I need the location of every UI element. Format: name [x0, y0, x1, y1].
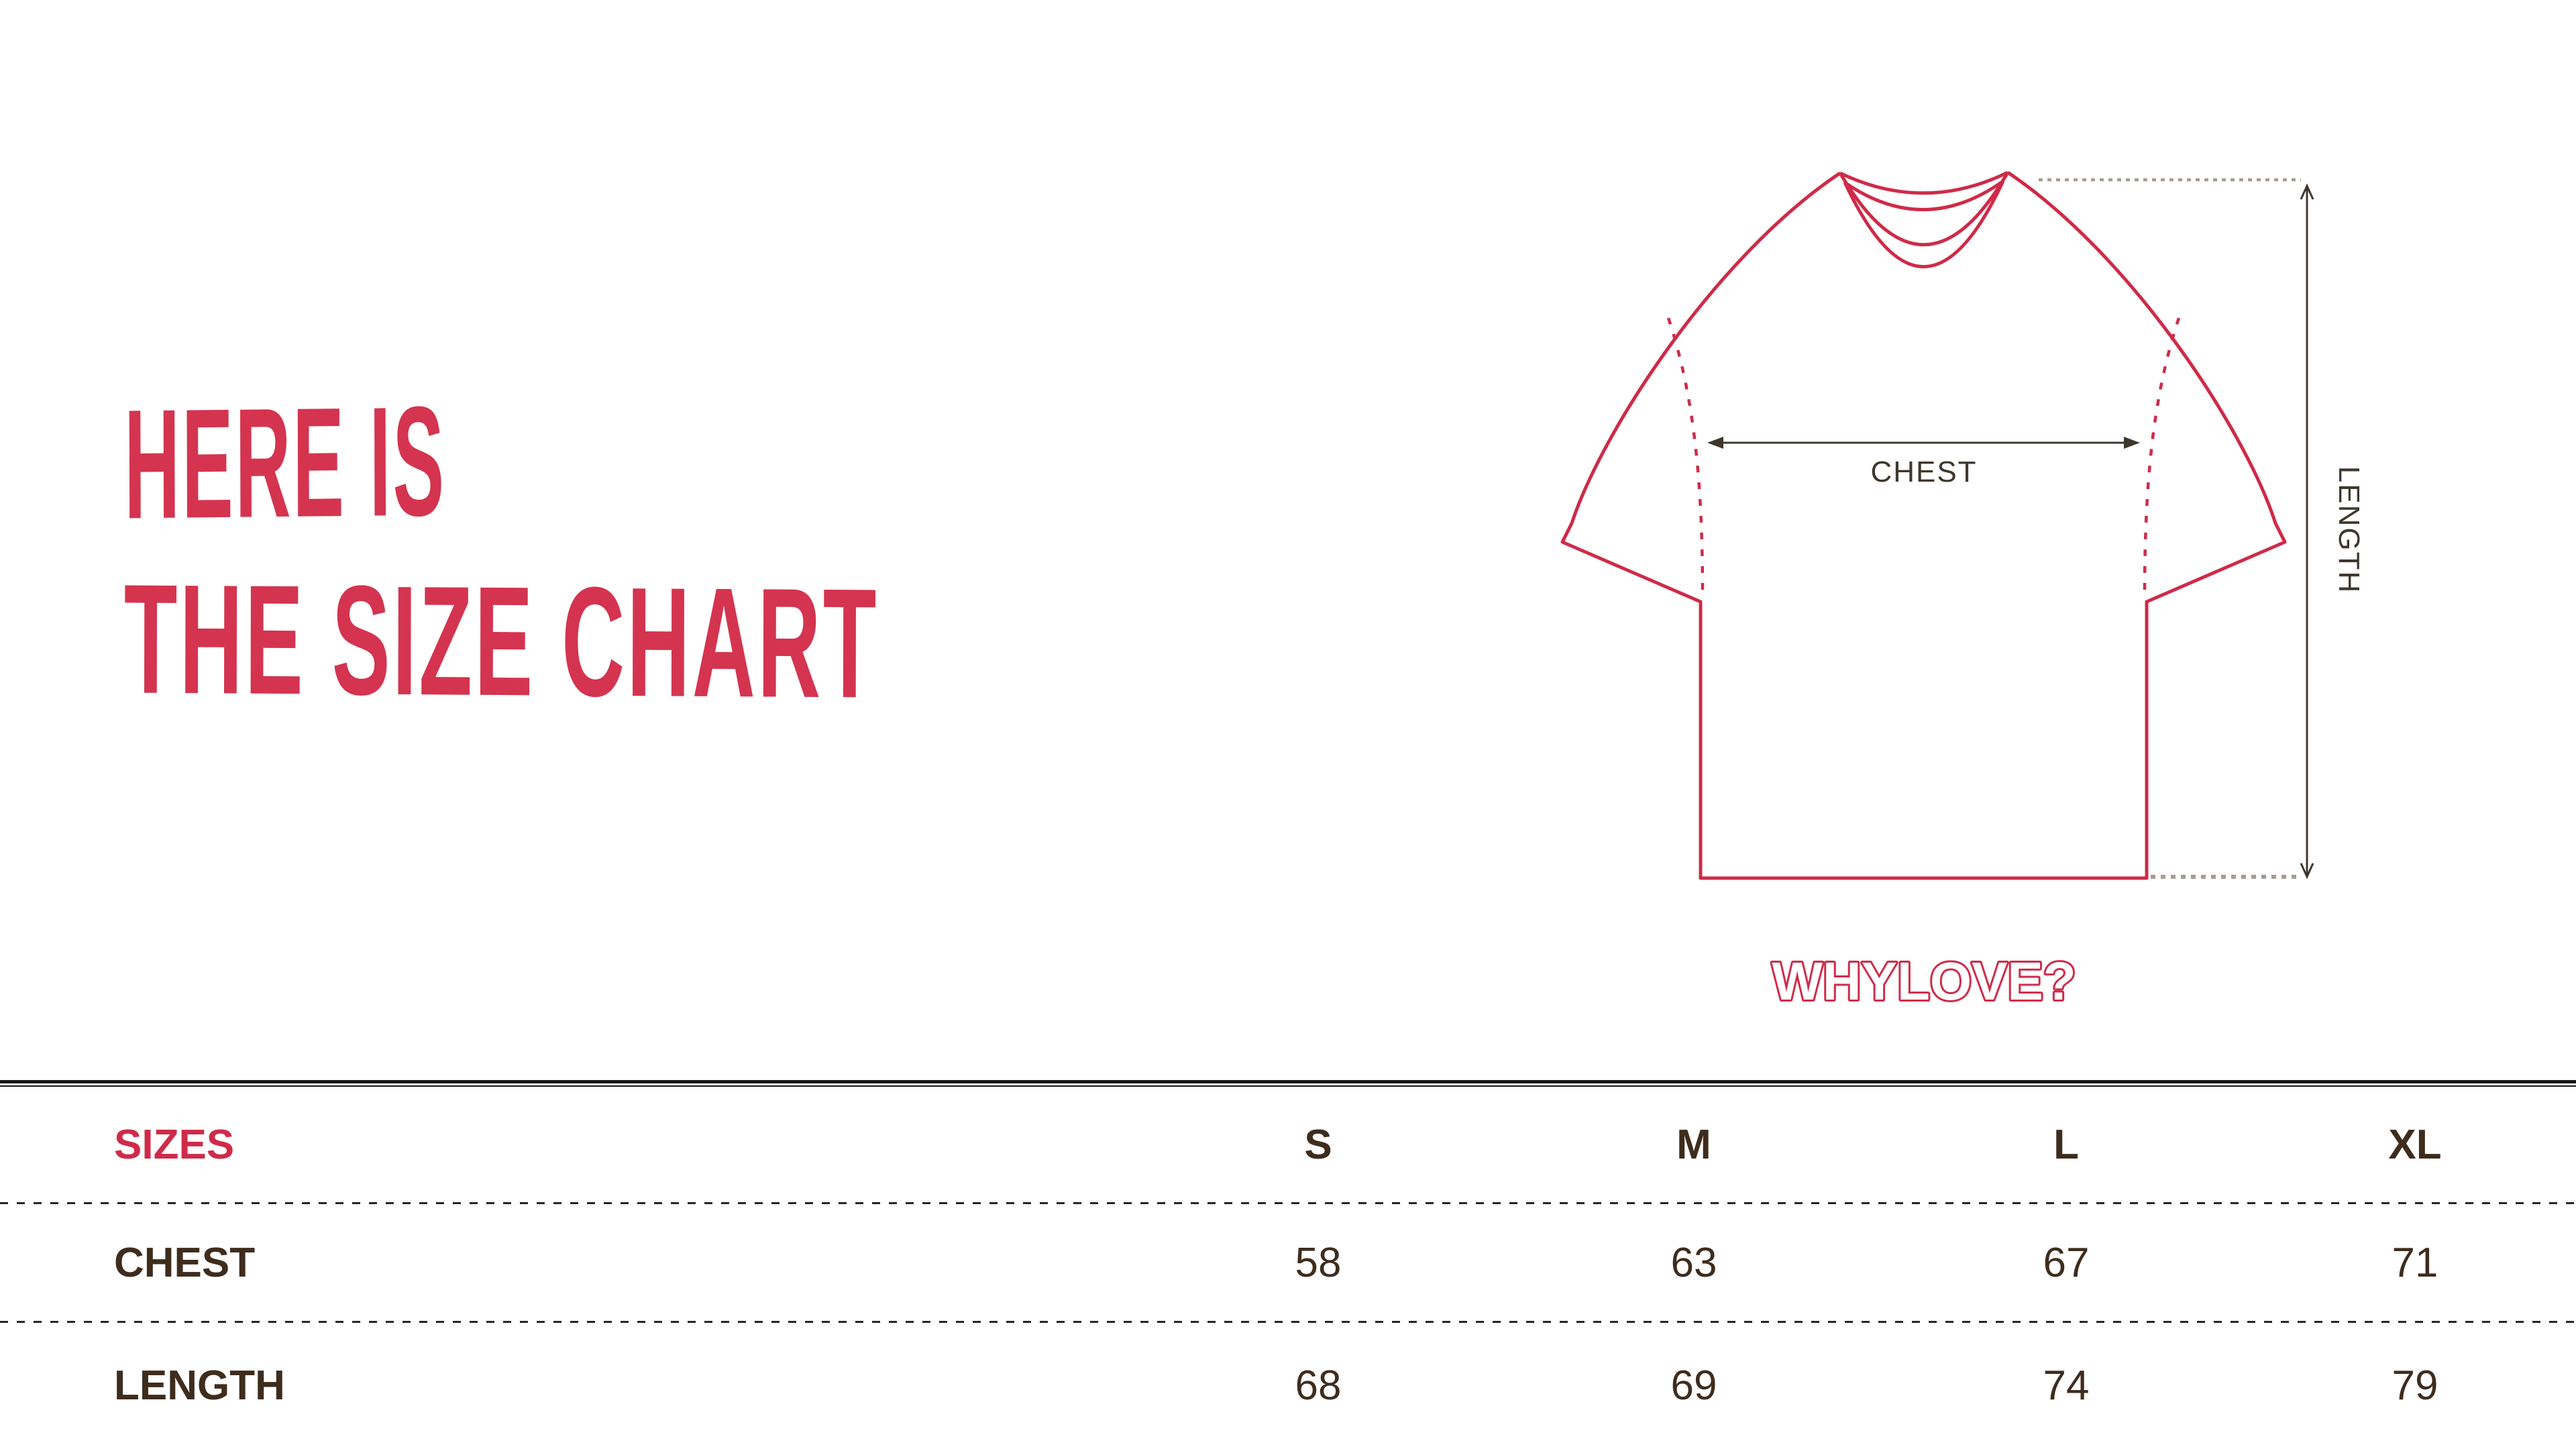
chest-arrow-head-right: [2124, 437, 2140, 449]
chest-value-xl: 71: [2392, 1239, 2438, 1286]
row-label-length: LENGTH: [114, 1362, 285, 1409]
page-title-line1: HERE IS: [123, 374, 447, 551]
brand-logo: WHYLOVE?: [1772, 951, 2076, 1011]
tshirt-armhole-seam-left: [1666, 317, 1705, 595]
length-arrow-head-top: [2300, 183, 2314, 200]
chest-measure-label: CHEST: [1870, 455, 1977, 488]
table-header-sizes: SIZES: [114, 1121, 235, 1168]
tshirt-measurement-diagram: CHEST LENGTH WHYLOVE?: [1560, 170, 2365, 1013]
column-header-s: S: [1304, 1121, 1332, 1168]
length-value-xl: 79: [2392, 1362, 2438, 1409]
tshirt-outline: [1560, 170, 2287, 880]
chest-arrow-head-left: [1707, 437, 1723, 449]
length-measure-label: LENGTH: [2332, 466, 2365, 594]
row-label-chest: CHEST: [114, 1239, 256, 1286]
chest-value-s: 58: [1295, 1239, 1342, 1286]
chest-value-m: 63: [1670, 1239, 1717, 1286]
chest-value-l: 67: [2043, 1239, 2090, 1286]
tshirt-armhole-seam-right: [2143, 317, 2181, 595]
length-value-l: 74: [2043, 1362, 2090, 1409]
column-header-m: M: [1676, 1121, 1711, 1168]
length-arrow-head-bottom: [2300, 863, 2314, 879]
tshirt-collar: [1838, 170, 2010, 268]
table-separator-2: [0, 1321, 2576, 1323]
length-value-s: 68: [1295, 1362, 1342, 1409]
column-header-xl: XL: [2388, 1121, 2442, 1168]
table-row-chest: CHEST 58 63 67 71: [0, 1204, 2576, 1321]
column-header-l: L: [2053, 1121, 2079, 1168]
page-title-line2: THE SIZE CHART: [123, 551, 879, 731]
table-row-length: LENGTH 68 69 74 79: [0, 1323, 2576, 1448]
table-header-row: SIZES S M L XL: [0, 1087, 2576, 1202]
length-value-m: 69: [1670, 1362, 1717, 1409]
size-table: SIZES S M L XL CHEST 58 63 67 71 LENGTH …: [0, 1080, 2576, 1448]
table-separator-1: [0, 1202, 2576, 1204]
table-top-border: [0, 1080, 2576, 1087]
